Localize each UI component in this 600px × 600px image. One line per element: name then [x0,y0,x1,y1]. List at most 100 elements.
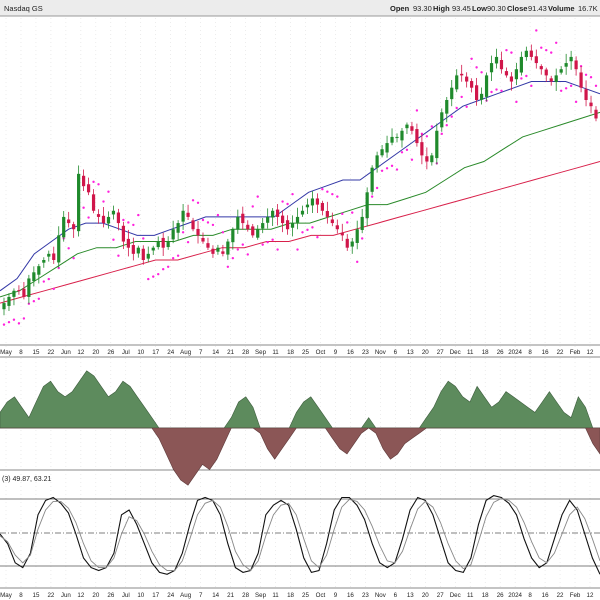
sar-dot [117,254,120,257]
x-tick-label: 18 [482,592,489,599]
x-tick-label: 15 [33,592,40,599]
sar-dot [564,87,568,90]
sar-dot [52,287,55,291]
sar-dot [42,280,45,283]
sar-dot [589,76,593,79]
x-tick-label: 18 [287,349,294,356]
candle-body [121,225,125,242]
candle-body [479,93,484,100]
x-tick-label: 24 [167,349,174,356]
candle-body [445,100,449,114]
x-tick-label: Aug [180,592,192,599]
x-tick-label: 26 [497,592,504,599]
sar-dot [127,221,130,224]
candle-body [589,102,593,107]
sar-dot [236,248,240,251]
candle-body [584,89,588,100]
candle-body [499,59,504,70]
candle-body [390,136,394,143]
sar-dot [37,297,41,300]
candle-body [67,219,71,224]
candle-body [241,213,245,224]
candle-body [330,219,334,224]
x-tick-label: 27 [437,592,444,599]
x-tick-label: 9 [334,592,338,599]
sar-dot [7,320,11,324]
candle-body [181,210,185,222]
sar-dot [336,195,339,198]
x-tick-label: 18 [482,349,489,356]
candle-body [504,71,509,76]
sar-dot [545,48,548,52]
sar-dot [281,200,284,203]
sar-dot [17,322,21,325]
area-negative [0,427,600,486]
sar-dot [400,151,404,154]
candle-body [554,75,558,83]
sar-dot [2,323,6,326]
low-label: Low [472,4,487,13]
sar-dot [286,202,289,206]
sar-dot [102,200,105,203]
sar-dot [505,48,508,52]
sar-dot [569,84,573,88]
open-value: 93.30 [413,4,432,13]
candle-body [141,248,145,260]
sar-dot [559,89,563,92]
sar-dot [306,228,309,232]
candle-body [17,290,21,292]
x-tick-label: 21 [227,592,234,599]
sar-dot [72,256,75,260]
sar-dot [107,190,110,193]
sar-dot [410,158,414,161]
close-label: Close [507,4,527,13]
x-tick-label: 26 [497,349,504,356]
candle-body [2,303,6,310]
candle-body [470,81,474,88]
x-tick-label: 11 [467,592,474,599]
sar-dot [87,216,90,219]
sar-dot [241,243,244,246]
sar-dot [380,169,384,172]
candle-body [305,204,310,208]
sar-dot [440,132,443,136]
sar-dot [321,188,324,191]
candle-body [161,237,165,248]
sar-dot [256,195,259,198]
stoch-line [0,498,600,572]
x-tick-label: 2024 [508,349,522,356]
candle-body [579,72,583,88]
candle-body [101,215,106,224]
x-tick-label: Dec [450,349,461,356]
sar-dot [132,223,135,227]
x-tick-label: 2024 [508,592,522,599]
candle-body [519,56,523,73]
sar-dot [490,90,493,94]
sar-dot [480,71,483,74]
sar-dot [341,212,344,216]
sar-dot [166,265,170,268]
sar-dot [47,277,50,281]
sar-dot [346,221,349,224]
candle-body [146,253,150,259]
x-tick-label: 12 [77,592,84,599]
sar-dot [271,238,274,241]
x-tick-label: 16 [347,349,354,356]
sar-dot [360,237,364,240]
candle-body [266,216,270,223]
sar-dot [12,318,16,321]
sar-dot [191,199,195,202]
candle-body [52,253,56,260]
x-tick-label: 12 [587,592,594,599]
sar-dot [142,237,145,240]
x-tick-label: 16 [542,592,549,599]
candle-body [295,216,300,223]
x-tick-label: 8 [528,349,532,356]
sar-dot [226,265,230,268]
candle-body [549,78,553,82]
sar-dot [291,192,294,196]
candle-body [415,129,419,144]
candle-body [465,76,469,82]
candle-body [81,175,86,187]
candle-body [564,63,568,67]
